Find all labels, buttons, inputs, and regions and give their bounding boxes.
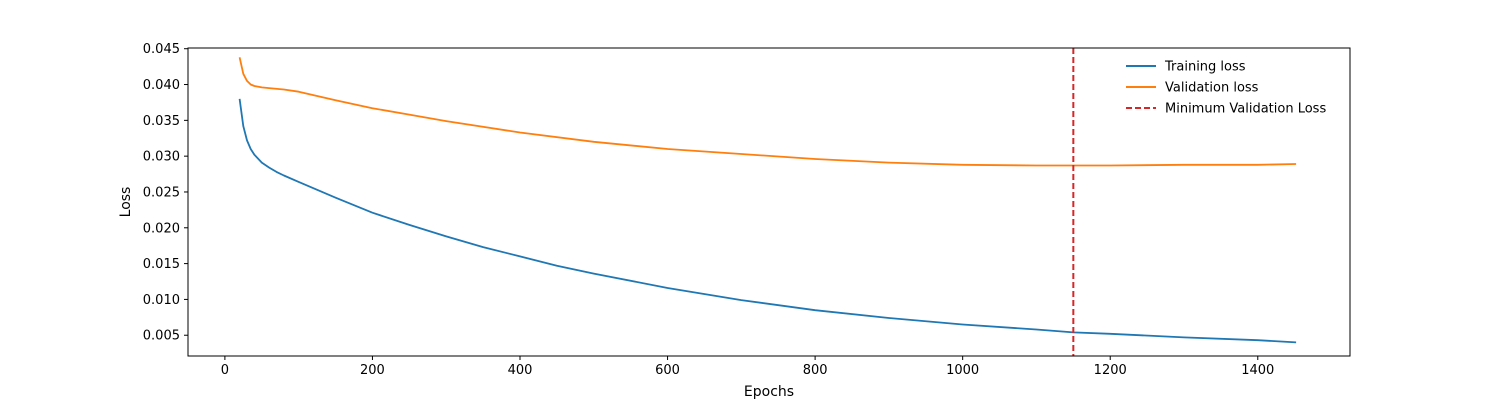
- y-tick-label: 0.010: [143, 293, 180, 308]
- x-tick-label: 1200: [1094, 363, 1127, 378]
- series-line-training-loss: [238, 98, 1297, 344]
- x-tick-label: 1000: [946, 363, 979, 378]
- y-tick-label: 0.025: [143, 185, 180, 200]
- series-line-validation-loss: [238, 57, 1297, 167]
- legend-label-validation-loss: Validation loss: [1165, 81, 1259, 96]
- plot-layer: [238, 48, 1297, 356]
- x-tick-label: 0: [221, 363, 229, 378]
- x-tick-label: 800: [803, 363, 828, 378]
- legend: Training loss Validation loss Minimum Va…: [1126, 60, 1326, 117]
- y-axis-label: Loss: [118, 187, 134, 218]
- y-tick-label: 0.035: [143, 114, 180, 129]
- y-tick-label: 0.040: [143, 78, 180, 93]
- y-tick-label: 0.045: [143, 42, 180, 57]
- x-tick-label: 400: [508, 363, 533, 378]
- x-tick-label: 600: [655, 363, 680, 378]
- y-tick-label: 0.005: [143, 329, 180, 344]
- x-tick-label: 1400: [1241, 363, 1274, 378]
- x-axis-label: Epochs: [744, 384, 794, 400]
- y-tick-label: 0.015: [143, 257, 180, 272]
- x-axis-ticks: 0 200 400 600 800 1000 1200 1400: [221, 356, 1274, 378]
- y-tick-label: 0.020: [143, 221, 180, 236]
- legend-label-min-validation-loss: Minimum Validation Loss: [1165, 102, 1326, 117]
- x-tick-label: 200: [360, 363, 385, 378]
- legend-label-training-loss: Training loss: [1164, 60, 1246, 75]
- y-axis-ticks: 0.005 0.010 0.015 0.020 0.025 0.030 0.035 0.040…: [143, 42, 188, 344]
- y-tick-label: 0.030: [143, 150, 180, 165]
- plot-frame: [187, 47, 1351, 357]
